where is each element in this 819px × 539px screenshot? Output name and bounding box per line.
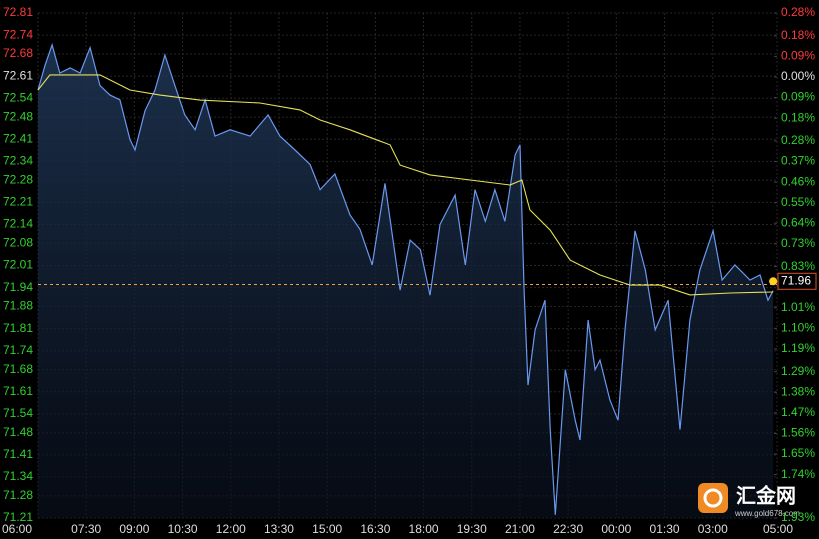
- x-tick-label: 05:00: [763, 522, 793, 536]
- y-tick-label: 72.28: [3, 172, 33, 186]
- x-tick-label: 18:00: [409, 522, 439, 536]
- logo-ring: [703, 488, 723, 508]
- y2-tick-label: 1.93%: [781, 510, 815, 524]
- y2-tick-label: 1.29%: [781, 364, 815, 378]
- y-tick-label: 72.21: [3, 195, 33, 209]
- y-tick-label: 71.41: [3, 447, 33, 461]
- brand: 汇金网: [736, 483, 796, 507]
- x-tick-label: 13:30: [264, 522, 294, 536]
- x-tick-label: 22:30: [553, 522, 583, 536]
- y-tick-label: 72.48: [3, 109, 33, 123]
- y-tick-label: 72.14: [3, 217, 33, 231]
- y-tick-label: 71.54: [3, 406, 33, 420]
- x-tick-label: 21:00: [505, 522, 535, 536]
- x-tick-label: 07:30: [71, 522, 101, 536]
- y2-tick-label: 0.73%: [781, 236, 815, 250]
- y2-tick-label: 0.46%: [781, 174, 815, 188]
- y-tick-label: 71.48: [3, 425, 33, 439]
- y2-tick-label: 0.28%: [781, 133, 815, 147]
- watermark: 汇金网 www.gold678.com: [698, 483, 800, 518]
- y2-tick-label: 0.28%: [781, 5, 815, 19]
- y-tick-label: 72.61: [3, 68, 33, 82]
- y2-tick-label: 0.37%: [781, 154, 815, 168]
- y2-tick-label: 0.09%: [781, 49, 815, 63]
- y-tick-label: 71.21: [3, 510, 33, 524]
- site: www.gold678.com: [734, 509, 800, 518]
- y-tick-label: 72.41: [3, 131, 33, 145]
- y2-tick-label: 1.65%: [781, 446, 815, 460]
- y-tick-label: 71.34: [3, 469, 33, 483]
- y2-tick-label: 0.18%: [781, 110, 815, 124]
- y-tick-label: 71.88: [3, 299, 33, 313]
- y2-tick-label: 0.55%: [781, 195, 815, 209]
- y-tick-label: 71.28: [3, 488, 33, 502]
- y-tick-label: 72.01: [3, 258, 33, 272]
- y-tick-label: 71.94: [3, 280, 33, 294]
- x-tick-label: 00:00: [601, 522, 631, 536]
- x-tick-label: 19:30: [457, 522, 487, 536]
- y-tick-label: 72.08: [3, 236, 33, 250]
- y-tick-label: 72.74: [3, 27, 33, 41]
- y2-tick-label: 0.00%: [781, 69, 815, 83]
- last-price-label: 71.96: [781, 273, 811, 287]
- y2-tick-label: 0.83%: [781, 259, 815, 273]
- y2-tick-label: 1.74%: [781, 467, 815, 481]
- y-tick-label: 72.68: [3, 46, 33, 60]
- series-line: [37, 74, 774, 296]
- x-tick-label: 15:00: [312, 522, 342, 536]
- last-price-dot: [769, 277, 778, 286]
- y-tick-label: 71.68: [3, 362, 33, 376]
- x-tick-label: 03:00: [698, 522, 728, 536]
- y2-tick-label: 0.09%: [781, 90, 815, 104]
- y2-tick-label: 1.56%: [781, 426, 815, 440]
- x-tick-label: 01:30: [650, 522, 680, 536]
- series-line: [37, 42, 774, 515]
- x-tick-label: 10:30: [168, 522, 198, 536]
- last-price-box: [777, 272, 817, 290]
- y-tick-label: 71.81: [3, 321, 33, 335]
- y2-tick-label: 1.10%: [781, 321, 815, 335]
- y2-tick-label: 1.19%: [781, 341, 815, 355]
- y2-tick-label: 1.38%: [781, 384, 815, 398]
- y2-tick-label: 1.47%: [781, 405, 815, 419]
- x-tick-label: 09:00: [119, 522, 149, 536]
- y2-tick-label: 0.18%: [781, 28, 815, 42]
- y2-tick-label: 1.01%: [781, 300, 815, 314]
- x-tick-label: 06:00: [2, 522, 32, 536]
- x-tick-label: 16:30: [360, 522, 390, 536]
- y-tick-label: 72.81: [3, 5, 33, 19]
- y-tick-label: 72.34: [3, 154, 33, 168]
- y2-tick-label: 0.64%: [781, 215, 815, 229]
- y-tick-label: 72.54: [3, 90, 33, 104]
- logo: [698, 483, 728, 513]
- price-area: [38, 44, 774, 519]
- x-tick-label: 12:00: [216, 522, 246, 536]
- y-tick-label: 71.61: [3, 384, 33, 398]
- y-tick-label: 71.74: [3, 343, 33, 357]
